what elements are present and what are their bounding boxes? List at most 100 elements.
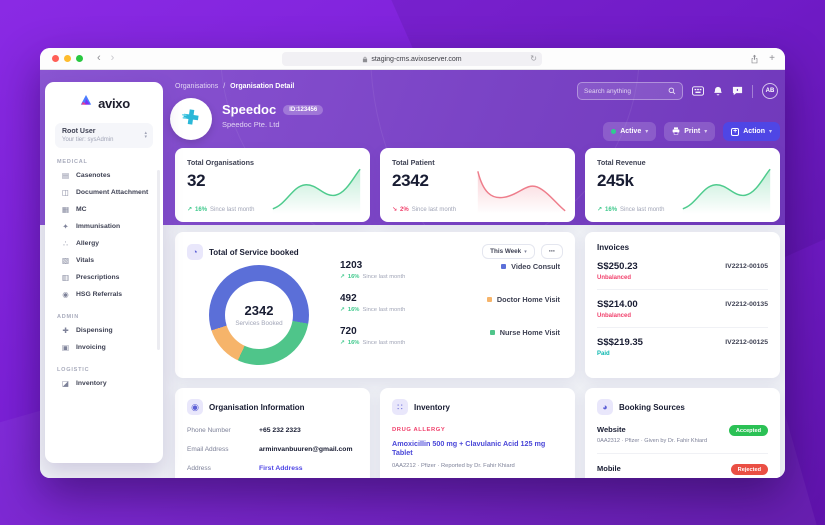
trend-up-arrow-icon: ↗ <box>340 307 345 313</box>
drug-name-link[interactable]: Amoxicillin 500 mg + Clavulanic Acid 125… <box>392 439 546 458</box>
sidebar-item-label: Document Attachment <box>76 189 149 196</box>
info-label: Address <box>187 465 211 472</box>
panel-title: Invoices <box>597 243 630 252</box>
chevron-down-icon: ▾ <box>645 129 649 135</box>
close-window-button[interactable] <box>52 55 59 62</box>
address-bar[interactable]: staging-cms.avixoserver.com ↻ <box>282 52 542 66</box>
notifications-bell-icon[interactable] <box>713 86 723 97</box>
services-legend-list: 1203 ↗ 16% Since last month Video Consul… <box>340 260 560 359</box>
organisation-information-panel: ◉ Organisation Information Phone Number … <box>175 388 370 478</box>
search-icon <box>668 82 676 100</box>
panel-header: ◔ Total of Service booked <box>187 244 482 260</box>
donut-center: 2342 Services Booked <box>225 281 293 349</box>
browser-forward-button[interactable]: › <box>110 52 115 64</box>
sidebar-item-document-attachment[interactable]: ◫ Document Attachment <box>55 184 153 201</box>
trend-up-arrow-icon: ↗ <box>187 207 193 213</box>
user-avatar[interactable]: AB <box>762 83 778 99</box>
breadcrumb: Organisations / Organisation Detail <box>175 83 294 90</box>
breadcrumb-parent[interactable]: Organisations <box>175 83 219 90</box>
minimize-window-button[interactable] <box>64 55 71 62</box>
sidebar-item-inventory[interactable]: ◪ Inventory <box>55 375 153 392</box>
donut-total-label: Services Booked <box>235 320 283 327</box>
share-icon[interactable] <box>750 54 759 64</box>
organisation-avatar <box>170 98 212 140</box>
sidebar-scrollbar[interactable] <box>157 170 160 350</box>
sidebar-item-vitals[interactable]: ▧ Vitals <box>55 252 153 269</box>
chevron-down-icon: ▾ <box>704 129 708 135</box>
inventory-panel: ∷ Inventory DRUG ALLERGY Amoxicillin 500… <box>380 388 575 478</box>
sidebar-item-allergy[interactable]: ∴ Allergy <box>55 235 153 252</box>
service-trend: ↗ 16% Since last month <box>340 274 405 280</box>
action-button[interactable]: + Action ▾ <box>723 122 780 141</box>
url-text: staging-cms.avixoserver.com <box>371 55 462 63</box>
period-selector[interactable]: This Week ▾ <box>482 244 535 259</box>
breadcrumb-current: Organisation Detail <box>230 83 295 90</box>
stat-trend: ↘ 2% Since last month <box>392 206 456 214</box>
panel-header: ◕ Booking Sources <box>597 399 768 415</box>
active-status-dot-icon <box>611 129 617 134</box>
avixo-logo-text: avixo <box>98 96 130 111</box>
more-options-button[interactable]: ⋯ <box>540 244 563 259</box>
browser-back-button[interactable]: ‹ <box>97 52 101 64</box>
invoice-row[interactable]: S$214.00 Unbalanced IV2212-00135 <box>597 290 768 328</box>
sidebar-item-dispensing[interactable]: ✚ Dispensing <box>55 322 153 339</box>
organisation-info-icon: ◉ <box>187 399 203 415</box>
refresh-icon[interactable]: ↻ <box>530 54 537 63</box>
booking-source-name: Mobile <box>597 464 621 473</box>
stat-label: Total Revenue <box>597 158 646 167</box>
invoice-status: Unbalanced <box>597 275 632 281</box>
stat-card-total-organisations: Total Organisations 32 ↗ 16% Since last … <box>175 148 370 222</box>
avixo-logo-icon <box>78 94 94 113</box>
dispensing-icon: ✚ <box>62 326 69 335</box>
sidebar-item-mc[interactable]: ▦ MC <box>55 201 153 218</box>
sidebar-item-label: HSG Referrals <box>76 291 123 298</box>
stat-value: 245k <box>597 171 634 190</box>
search-box[interactable] <box>577 82 683 100</box>
messages-icon[interactable] <box>732 86 743 96</box>
status-active-button[interactable]: Active ▾ <box>603 122 657 141</box>
stat-trend: ↗ 16% Since last month <box>597 206 664 214</box>
info-row-email: Email Address arminvanbuuren@gmail.com <box>187 446 358 453</box>
apps-grid-icon[interactable] <box>692 86 704 96</box>
sparkline-chart-red <box>477 171 566 214</box>
organisation-title-row: Speedoc ID:123456 <box>222 102 324 117</box>
invoice-status: Unbalanced <box>597 313 632 319</box>
sidebar-item-invoicing[interactable]: ▣ Invoicing <box>55 339 153 356</box>
sidebar-item-label: Prescriptions <box>76 274 120 281</box>
organisation-subtitle: Speedoc Pte. Ltd <box>222 120 280 129</box>
stat-label: Total Patient <box>392 158 435 167</box>
user-role-selector[interactable]: Root User Your tier: sysAdmin ▴ ▾ <box>55 123 153 148</box>
trend-up-arrow-icon: ↗ <box>340 274 345 280</box>
sidebar-section-admin: ADMIN <box>57 314 80 320</box>
drug-allergy-tag: DRUG ALLERGY <box>392 427 446 433</box>
sidebar-item-casenotes[interactable]: ▤ Casenotes <box>55 167 153 184</box>
trend-percent: 16% <box>195 206 208 213</box>
service-name: Doctor Home Visit <box>496 295 560 304</box>
new-tab-icon[interactable]: + <box>769 53 775 64</box>
info-row-phone: Phone Number +65 232 2323 <box>187 427 358 434</box>
trend-percent: 16% <box>347 340 360 346</box>
print-button[interactable]: Print ▾ <box>664 122 716 141</box>
invoice-row[interactable]: S$$219.35 Paid IV2212-00125 <box>597 328 768 365</box>
zoom-window-button[interactable] <box>76 55 83 62</box>
mc-icon: ▦ <box>61 205 70 214</box>
sidebar-item-immunisation[interactable]: ✦ Immunisation <box>55 218 153 235</box>
invoice-amount: S$$219.35 <box>597 337 643 348</box>
sidebar: avixo Root User Your tier: sysAdmin ▴ ▾ M… <box>45 82 163 463</box>
search-input[interactable] <box>584 87 668 95</box>
service-row-nurse-home-visit: 720 ↗ 16% Since last month Nurse Home Vi… <box>340 326 560 346</box>
address-link[interactable]: First Address <box>259 465 303 472</box>
info-row-address: Address First Address <box>187 465 358 472</box>
sidebar-item-label: Immunisation <box>76 223 121 230</box>
booking-source-meta: 0AA2312 · Pfizer · Given by Dr. Fahir Kh… <box>597 438 708 444</box>
invoice-row[interactable]: S$250.23 Unbalanced IV2212-00105 <box>597 252 768 290</box>
service-row-video-consult: 1203 ↗ 16% Since last month Video Consul… <box>340 260 560 280</box>
sidebar-item-hsg-referrals[interactable]: ◉ HSG Referrals <box>55 286 153 303</box>
sidebar-item-prescriptions[interactable]: ▥ Prescriptions <box>55 269 153 286</box>
sidebar-item-label: Dispensing <box>76 327 113 334</box>
drug-meta: 0AA2212 · Pfizer · Reported by Dr. Fahir… <box>392 462 515 469</box>
browser-actions: + <box>750 48 775 70</box>
sidebar-section-logistic: LOGISTIC <box>57 367 90 373</box>
speedoc-logo-icon <box>180 106 202 133</box>
